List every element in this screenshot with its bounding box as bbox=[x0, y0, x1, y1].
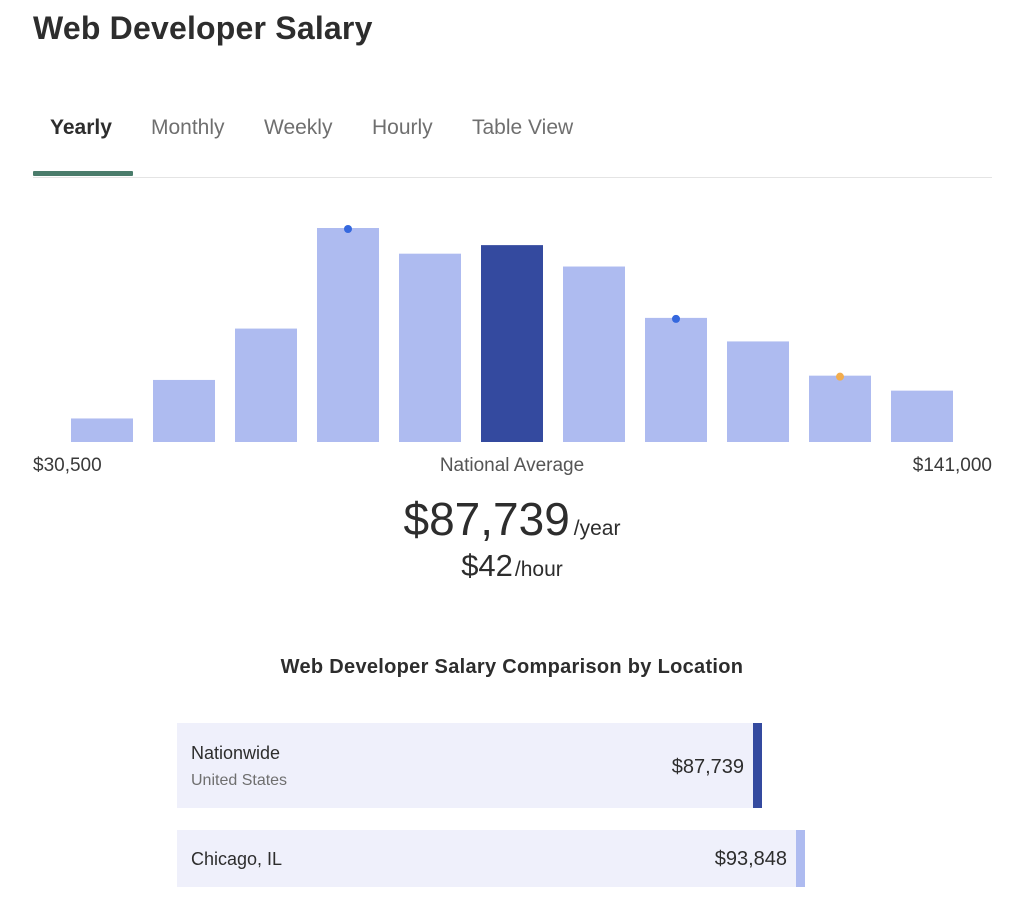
national-average-label: National Average bbox=[439, 455, 585, 476]
hourly-salary-unit: /hour bbox=[514, 558, 563, 581]
histogram-marker-dot bbox=[836, 372, 844, 381]
location-bar-marker bbox=[753, 723, 762, 808]
tab-yearly[interactable]: Yearly bbox=[50, 116, 112, 139]
histogram-bar bbox=[71, 418, 133, 442]
tab-hourly[interactable]: Hourly bbox=[372, 116, 433, 139]
histogram-bar bbox=[645, 317, 707, 442]
comparison-title: Web Developer Salary Comparison by Locat… bbox=[280, 656, 744, 678]
location-row-nationwide: Nationwide United States $87,739 bbox=[177, 723, 762, 808]
location-row-chicago: Chicago, IL $93,848 bbox=[177, 830, 805, 887]
hourly-salary-amount: $42 bbox=[461, 548, 513, 583]
yearly-salary-amount: $87,739 bbox=[403, 493, 570, 545]
page-title: Web Developer Salary bbox=[33, 10, 373, 46]
yearly-salary-unit: /year bbox=[573, 517, 621, 540]
location-bar-marker bbox=[796, 830, 805, 887]
histogram-bar bbox=[399, 253, 461, 442]
location-subtitle: United States bbox=[191, 772, 288, 789]
location-salary: $93,848 bbox=[714, 848, 787, 870]
range-min-label: $30,500 bbox=[33, 455, 102, 476]
histogram-bar bbox=[235, 328, 297, 442]
salary-period-tabs: Yearly Monthly Weekly Hourly Table View bbox=[33, 108, 992, 178]
active-tab-indicator bbox=[33, 171, 133, 176]
location-name: Nationwide bbox=[191, 743, 281, 763]
histogram-bar bbox=[317, 228, 379, 442]
histogram-bar bbox=[563, 266, 625, 442]
tab-table-view[interactable]: Table View bbox=[472, 116, 574, 139]
histogram-bar bbox=[891, 390, 953, 442]
histogram-bar-national-average bbox=[481, 245, 543, 442]
location-salary: $87,739 bbox=[671, 756, 744, 778]
range-max-label: $141,000 bbox=[912, 455, 992, 476]
histogram-marker-dot bbox=[672, 314, 680, 323]
tab-weekly[interactable]: Weekly bbox=[264, 116, 333, 139]
histogram-bar bbox=[727, 341, 789, 442]
salary-histogram bbox=[71, 225, 953, 442]
location-name: Chicago, IL bbox=[191, 849, 283, 869]
hourly-salary: $42/hour bbox=[0, 548, 1024, 584]
tab-monthly[interactable]: Monthly bbox=[151, 116, 225, 139]
histogram-bar bbox=[809, 375, 871, 442]
histogram-marker-dot bbox=[344, 225, 352, 233]
histogram-bar bbox=[153, 379, 215, 442]
yearly-salary: $87,739/year bbox=[0, 492, 1024, 546]
